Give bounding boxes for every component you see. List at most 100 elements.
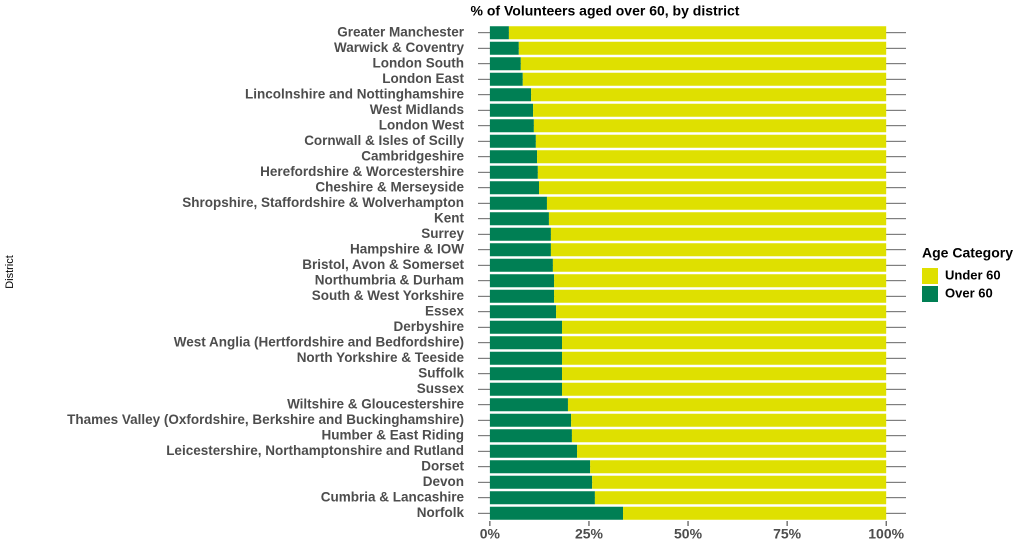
bar-segment <box>489 196 547 210</box>
y-tick-label: Cheshire & Merseyside <box>315 179 464 194</box>
bar-segment <box>539 181 887 195</box>
bar-segment <box>522 72 887 86</box>
y-tick-label: Herefordshire & Worcestershire <box>260 164 464 179</box>
bar-segment <box>489 88 532 102</box>
bar-segment <box>489 367 563 381</box>
y-tick-label: Warwick & Coventry <box>334 40 465 55</box>
legend-title: Age Category <box>922 245 1013 261</box>
bar-segment <box>489 398 568 412</box>
y-tick-label: Humber & East Riding <box>321 427 464 442</box>
bar-segment <box>489 382 563 396</box>
bar-segment <box>489 150 538 164</box>
bar-segment <box>489 212 549 226</box>
bar-segment <box>546 196 887 210</box>
x-tick-label: 0% <box>480 526 501 542</box>
bar-segment <box>489 429 572 443</box>
y-tick-label: Cambridgeshire <box>361 148 464 163</box>
bar-segment <box>623 506 887 520</box>
bar-segment <box>577 444 887 458</box>
bar-segment <box>489 227 551 241</box>
bar-segment <box>590 460 887 474</box>
bar-segment <box>489 181 540 195</box>
legend-label: Over 60 <box>945 285 993 300</box>
bar-segment <box>489 351 563 365</box>
y-tick-label: Norfolk <box>417 505 465 520</box>
bar-segment <box>533 103 887 117</box>
x-tick-label: 50% <box>674 526 703 542</box>
bar-segment <box>489 506 624 520</box>
y-tick-label: Cumbria & Lancashire <box>321 489 465 504</box>
bar-segment <box>562 351 887 365</box>
y-tick-label: Leicestershire, Northamptonshire and Rut… <box>166 443 464 458</box>
y-tick-label: Suffolk <box>418 365 464 380</box>
bar-segment <box>518 41 887 55</box>
bar-segment <box>489 57 521 71</box>
bar-segment <box>489 320 563 334</box>
y-tick-label: Derbyshire <box>393 319 464 334</box>
bar-segment <box>489 41 519 55</box>
y-tick-label: Devon <box>423 474 464 489</box>
y-tick-label: Bristol, Avon & Somerset <box>302 257 464 272</box>
bar-segment <box>533 119 887 133</box>
bar-segment <box>594 491 887 505</box>
bar-segment <box>489 243 551 257</box>
bar-segment <box>489 491 595 505</box>
bar-segment <box>592 475 887 489</box>
bar-segment <box>550 243 887 257</box>
bar-segment <box>489 305 557 319</box>
bar-segment <box>489 274 555 288</box>
legend-swatch <box>922 268 938 284</box>
y-tick-label: North Yorkshire & Teeside <box>297 350 465 365</box>
y-tick-label: London East <box>382 71 464 86</box>
y-tick-label: Essex <box>425 303 465 318</box>
bar-segment <box>535 134 887 148</box>
y-axis-title: District <box>4 255 16 289</box>
bar-segment <box>489 460 591 474</box>
x-tick-label: 75% <box>773 526 802 542</box>
x-tick-label: 100% <box>868 526 904 542</box>
bar-segment <box>489 165 538 179</box>
y-tick-label: Surrey <box>421 226 464 241</box>
bar-segment <box>537 165 887 179</box>
y-tick-label: Northumbria & Durham <box>315 272 464 287</box>
bar-segment <box>562 336 887 350</box>
bar-segment <box>489 26 509 40</box>
y-tick-label: West Anglia (Hertfordshire and Bedfordsh… <box>174 334 464 349</box>
y-tick-label: Sussex <box>417 381 465 396</box>
bar-segment <box>489 134 536 148</box>
bar-segment <box>489 336 563 350</box>
y-tick-label: Hampshire & IOW <box>350 241 464 256</box>
y-tick-label: Shropshire, Staffordshire & Wolverhampto… <box>182 195 464 210</box>
legend-label: Under 60 <box>945 267 1001 282</box>
y-tick-label: Lincolnshire and Nottinghamshire <box>245 86 465 101</box>
bar-segment <box>567 398 887 412</box>
legend-swatch <box>922 286 938 302</box>
bar-segment <box>562 382 887 396</box>
x-tick-label: 25% <box>575 526 604 542</box>
bar-segment <box>489 475 593 489</box>
bar-segment <box>489 103 534 117</box>
bar-segment <box>531 88 887 102</box>
y-tick-label: Dorset <box>421 458 464 473</box>
bar-segment <box>554 274 887 288</box>
bar-segment <box>489 289 555 303</box>
y-tick-label: West Midlands <box>370 102 464 117</box>
bar-segment <box>571 429 887 443</box>
bar-segment <box>571 413 887 427</box>
bar-segment <box>489 72 523 86</box>
y-tick-label: Cornwall & Isles of Scilly <box>304 133 464 148</box>
bar-segment <box>554 289 887 303</box>
y-tick-label: Wiltshire & Gloucestershire <box>287 396 464 411</box>
y-tick-label: Thames Valley (Oxfordshire, Berkshire an… <box>67 412 464 427</box>
bar-segment <box>550 227 887 241</box>
bar-segment <box>489 119 534 133</box>
bar-segment <box>489 258 553 272</box>
y-tick-label: Kent <box>434 210 465 225</box>
bar-segment <box>556 305 887 319</box>
bar-segment <box>489 413 572 427</box>
bar-segment <box>489 444 578 458</box>
bar-segment <box>520 57 887 71</box>
bar-segment <box>548 212 887 226</box>
bar-segment <box>562 367 887 381</box>
